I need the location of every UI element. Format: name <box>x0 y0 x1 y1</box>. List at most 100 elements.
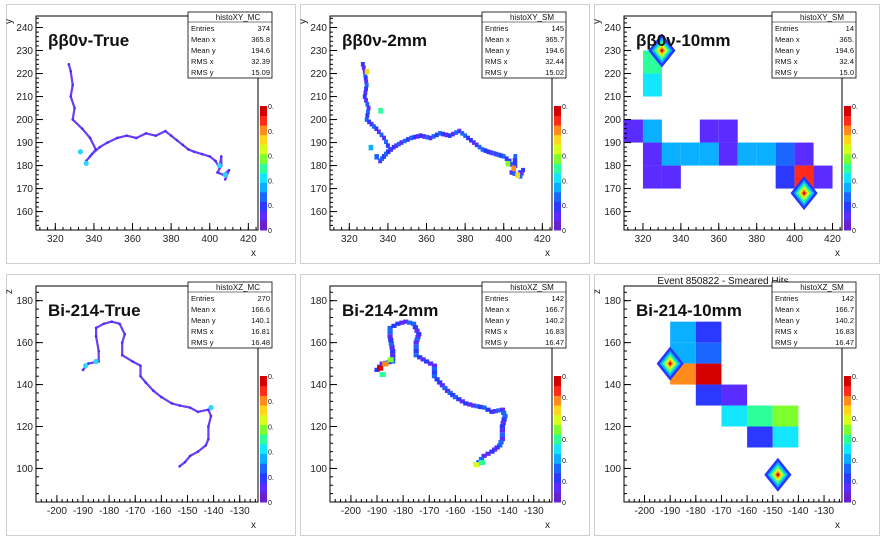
data-point <box>69 69 73 73</box>
data-cell <box>747 426 773 448</box>
chart-title: ββ0ν-10mm <box>636 31 730 50</box>
y-tick-label: 240 <box>16 23 33 34</box>
stats-key: Mean y <box>485 46 510 55</box>
palette-segment <box>844 405 851 416</box>
x-tick-label: -170 <box>125 506 145 517</box>
data-bin <box>431 363 438 368</box>
x-axis-label: x <box>835 520 840 531</box>
data-bin <box>497 443 503 448</box>
data-bin <box>434 377 440 382</box>
data-bin <box>478 404 484 410</box>
data-bin <box>499 428 505 433</box>
data-bin <box>410 321 417 326</box>
y-tick-label: 180 <box>604 161 621 172</box>
palette-segment <box>844 492 851 503</box>
stats-value: 32.4 <box>839 57 854 66</box>
stats-key: Mean x <box>191 305 216 314</box>
x-tick-label: 340 <box>86 234 103 245</box>
data-bin <box>396 141 401 147</box>
palette-segment <box>260 453 267 464</box>
data-point <box>120 353 124 357</box>
palette-segment <box>844 163 851 174</box>
palette-segment <box>844 201 851 212</box>
palette-segment <box>844 125 851 136</box>
palette-segment <box>844 453 851 464</box>
data-point <box>216 171 219 174</box>
stats-value: 166.7 <box>835 305 854 314</box>
data-bin <box>402 138 407 144</box>
y-tick-label: 160 <box>16 207 33 218</box>
palette-segment <box>260 153 267 164</box>
chart-title: Bi-214-True <box>48 301 141 320</box>
stats-key: Mean y <box>775 316 800 325</box>
data-cell <box>670 321 696 343</box>
data-bin <box>463 133 468 138</box>
data-bin <box>365 101 370 107</box>
data-bin-hot <box>478 460 486 466</box>
data-point <box>144 381 147 384</box>
palette-segment <box>844 424 851 435</box>
palette-segment <box>260 443 267 455</box>
data-bin <box>413 344 419 349</box>
palette-label: 0 <box>268 500 272 507</box>
chart-svg: 320 340 360 380 400 420 160 170 180 190 200 210 220 2… <box>594 4 880 264</box>
data-bin <box>418 133 423 138</box>
palette-segment <box>844 153 851 164</box>
data-point <box>135 136 138 140</box>
stats-value: 16.83 <box>835 327 854 336</box>
data-bin-hot <box>374 154 380 160</box>
data-bin <box>442 385 448 391</box>
data-bin <box>468 137 473 143</box>
stats-value: 15.02 <box>545 68 564 77</box>
data-point <box>207 437 210 441</box>
stats-value: 16.47 <box>835 338 854 347</box>
chart-svg: 320 340 360 380 400 420 160 170 180 190 200 210 220 2… <box>300 4 590 264</box>
data-point <box>139 364 142 367</box>
palette-segment <box>844 191 851 202</box>
x-tick-label: -190 <box>73 506 93 517</box>
data-point <box>88 155 92 158</box>
stats-key: RMS x <box>775 327 798 336</box>
y-tick-label: 180 <box>310 161 327 172</box>
x-axis-label: x <box>835 248 840 259</box>
palette-segment <box>844 134 851 145</box>
palette-label: 0. <box>562 154 568 161</box>
data-point <box>209 414 213 418</box>
palette-segment <box>260 463 267 474</box>
hotspot-point <box>216 162 222 169</box>
stats-box <box>771 281 857 349</box>
data-bin <box>431 370 438 375</box>
y-axis-label: y <box>300 19 309 24</box>
stats-value: 15.0 <box>839 68 854 77</box>
stats-key: Entries <box>191 294 215 303</box>
y-tick-label: 160 <box>16 338 33 349</box>
data-bin <box>366 109 370 115</box>
data-bin <box>491 447 498 452</box>
stats-key: Entries <box>485 24 509 33</box>
data-point <box>178 465 181 468</box>
data-bin <box>504 156 509 161</box>
data-bin <box>481 453 487 458</box>
palette-label: 0. <box>852 178 858 185</box>
stats-value: 16.81 <box>251 327 270 336</box>
data-bin <box>521 167 525 173</box>
data-cell <box>772 426 799 448</box>
data-bin <box>366 105 371 111</box>
chart-title: Bi-214-2mm <box>342 301 438 320</box>
stats-key: Entries <box>775 294 799 303</box>
palette-segment <box>844 182 851 193</box>
data-bin <box>481 405 487 410</box>
data-point <box>110 320 114 323</box>
palette-label: 0 <box>562 228 566 235</box>
data-bin <box>431 374 438 379</box>
x-tick-label: -170 <box>711 506 731 517</box>
data-cell <box>695 363 722 385</box>
data-bin <box>452 395 458 400</box>
x-tick-label: 320 <box>635 234 652 245</box>
data-bin <box>367 119 372 125</box>
data-point <box>98 145 102 149</box>
stats-box <box>771 11 857 79</box>
stats-key: Entries <box>485 294 509 303</box>
data-bin <box>399 140 404 145</box>
x-tick-label: -140 <box>204 506 224 517</box>
